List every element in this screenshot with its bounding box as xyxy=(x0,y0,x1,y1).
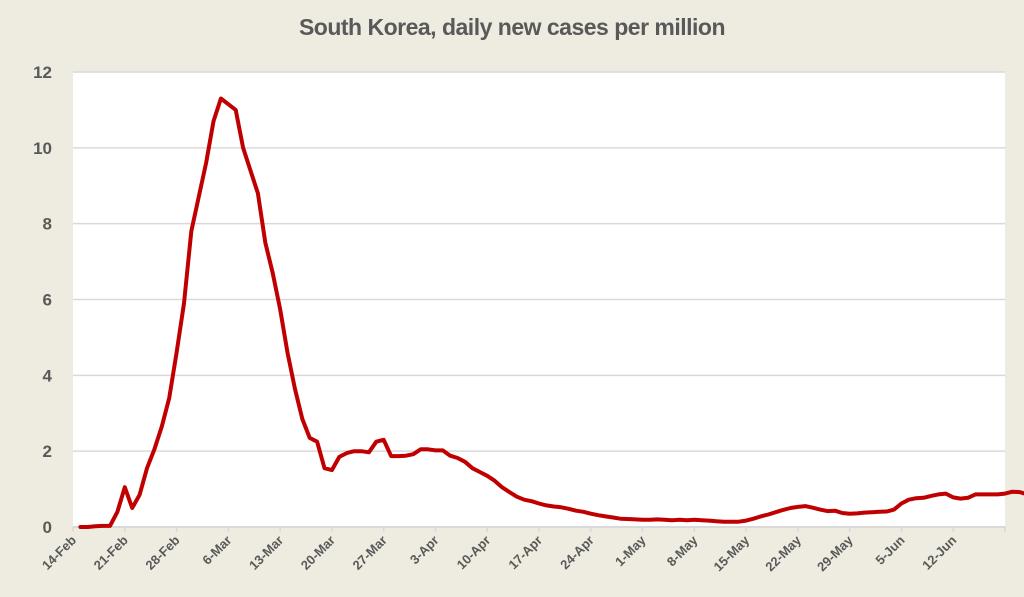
x-tick-label: 15-May xyxy=(710,532,752,574)
y-tick-label: 4 xyxy=(43,366,53,385)
y-tick-label: 0 xyxy=(43,518,52,537)
x-tick-label: 13-Mar xyxy=(246,533,286,573)
y-axis: 0 2 4 6 8 10 12 xyxy=(33,63,52,537)
y-tick-label: 8 xyxy=(43,215,52,234)
y-tick-label: 6 xyxy=(43,291,52,310)
y-tick-label: 2 xyxy=(43,442,52,461)
x-tick-label: 12-Jun xyxy=(919,532,959,572)
x-tick-label: 14-Feb xyxy=(39,532,79,572)
x-tick-label: 22-May xyxy=(762,532,804,574)
x-tick-label: 8-May xyxy=(664,532,701,569)
x-tick-label: 20-Mar xyxy=(298,533,338,573)
x-tick-label: 1-May xyxy=(612,532,649,569)
x-tick-label: 29-May xyxy=(814,532,856,574)
x-tick-label: 3-Apr xyxy=(407,533,442,568)
x-tick-label: 24-Apr xyxy=(557,533,597,573)
x-tick-label: 21-Feb xyxy=(91,532,131,572)
x-tick-label: 6-Mar xyxy=(199,533,234,568)
y-tick-label: 10 xyxy=(33,139,52,158)
series-group xyxy=(78,96,1024,529)
x-tick-label: 27-Mar xyxy=(350,533,390,573)
series-line xyxy=(78,96,1024,529)
x-tick-label: 5-Jun xyxy=(872,532,907,567)
chart-title: South Korea, daily new cases per million xyxy=(298,14,726,40)
x-axis: 14-Feb 21-Feb 28-Feb 6-Mar 13-Mar 20-Mar 27-Ma… xyxy=(39,527,1006,574)
x-tick-label: 28-Feb xyxy=(142,532,182,572)
y-tick-label: 12 xyxy=(33,63,52,82)
x-tick-label: 17-Apr xyxy=(505,533,545,573)
x-tick-label: 10-Apr xyxy=(454,533,494,573)
